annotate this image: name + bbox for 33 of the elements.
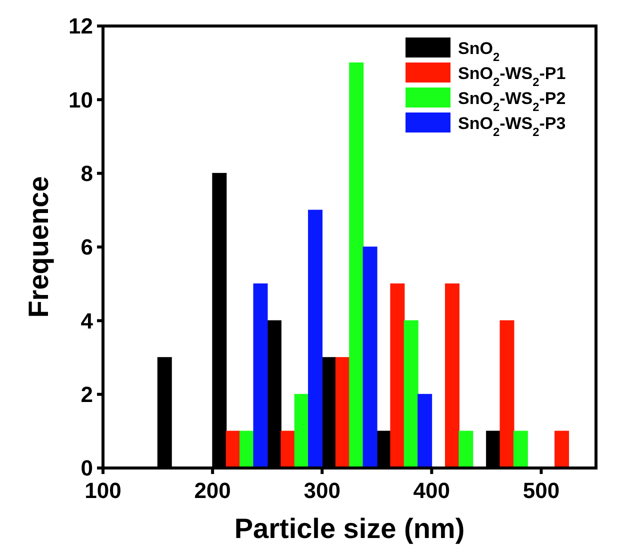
bar xyxy=(253,283,268,468)
bar xyxy=(280,430,296,468)
y-tick-label: 8 xyxy=(80,161,93,186)
y-tick-label: 6 xyxy=(80,234,93,260)
legend-label: SnO$_{2}$-WS$_{2}$-P3 xyxy=(458,114,566,139)
x-tick-label: 400 xyxy=(413,478,450,503)
y-tick-label: 2 xyxy=(80,382,93,408)
bar xyxy=(404,320,418,468)
y-axis-title: Frequence xyxy=(23,176,54,318)
x-axis-title: Particle size (nm) xyxy=(234,513,465,544)
y-tick-label: 0 xyxy=(80,456,93,481)
x-tick-label: 500 xyxy=(522,478,560,503)
x-tick-label: 100 xyxy=(84,478,122,503)
bar xyxy=(308,210,323,468)
bar xyxy=(362,246,378,468)
bar xyxy=(458,430,474,468)
bar xyxy=(390,283,405,468)
bar xyxy=(500,320,514,468)
bar xyxy=(554,430,570,468)
bar xyxy=(444,283,460,468)
legend-label: SnO$_{2}$-WS$_{2}$-P2 xyxy=(458,89,566,114)
y-tick-label: 12 xyxy=(68,14,93,39)
y-tick-label: 4 xyxy=(80,308,94,334)
bar xyxy=(418,394,432,468)
x-tick-label: 200 xyxy=(194,478,231,503)
legend-label: SnO$_{2}$-WS$_{2}$-P1 xyxy=(458,64,566,89)
bar xyxy=(349,62,364,468)
x-tick-label: 300 xyxy=(304,478,340,503)
y-tick-label: 10 xyxy=(68,87,93,112)
legend-label: SnO$_{2}$ xyxy=(458,39,500,64)
bar xyxy=(294,394,309,468)
bar xyxy=(335,357,350,468)
bar xyxy=(513,430,528,468)
